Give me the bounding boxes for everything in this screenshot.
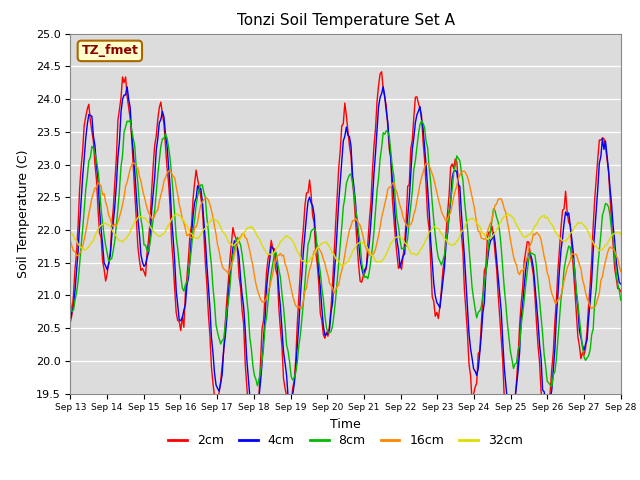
- Legend: 2cm, 4cm, 8cm, 16cm, 32cm: 2cm, 4cm, 8cm, 16cm, 32cm: [163, 429, 528, 452]
- 8cm: [548, 384, 556, 389]
- Title: Tonzi Soil Temperature Set A: Tonzi Soil Temperature Set A: [237, 13, 454, 28]
- 8cm: [232, 239, 240, 244]
- X-axis label: Time: Time: [330, 418, 361, 431]
- 2cm: [617, 288, 625, 294]
- 32cm: [172, 211, 180, 216]
- Line: 4cm: 4cm: [70, 86, 621, 423]
- Y-axis label: Soil Temperature (C): Soil Temperature (C): [17, 149, 30, 278]
- 16cm: [136, 174, 143, 180]
- 4cm: [260, 336, 268, 341]
- 32cm: [589, 240, 597, 245]
- 4cm: [589, 248, 597, 254]
- 8cm: [67, 299, 74, 305]
- Line: 16cm: 16cm: [70, 163, 621, 309]
- 16cm: [617, 269, 625, 275]
- Line: 2cm: 2cm: [70, 72, 621, 435]
- Text: TZ_fmet: TZ_fmet: [81, 44, 138, 58]
- 8cm: [136, 202, 143, 208]
- 32cm: [308, 254, 316, 260]
- 16cm: [589, 304, 597, 310]
- 2cm: [67, 319, 74, 325]
- 4cm: [380, 84, 387, 89]
- 8cm: [308, 227, 316, 232]
- 8cm: [126, 117, 134, 123]
- 8cm: [260, 344, 268, 350]
- 32cm: [617, 231, 625, 237]
- 4cm: [308, 203, 316, 209]
- 16cm: [310, 248, 318, 253]
- 32cm: [338, 263, 346, 269]
- 16cm: [67, 238, 74, 244]
- 32cm: [232, 240, 240, 246]
- 2cm: [249, 429, 257, 435]
- 2cm: [258, 326, 266, 332]
- 2cm: [307, 192, 315, 197]
- 16cm: [250, 273, 258, 278]
- 4cm: [249, 413, 257, 419]
- 2cm: [589, 223, 597, 228]
- 2cm: [134, 244, 141, 250]
- 2cm: [230, 232, 238, 238]
- 2cm: [378, 69, 385, 75]
- 4cm: [134, 215, 141, 221]
- 4cm: [67, 316, 74, 322]
- Line: 32cm: 32cm: [70, 214, 621, 266]
- 8cm: [589, 326, 597, 332]
- 32cm: [260, 245, 268, 251]
- 8cm: [250, 372, 258, 378]
- 16cm: [232, 245, 240, 251]
- 2cm: [504, 432, 511, 438]
- 4cm: [230, 238, 238, 244]
- 4cm: [617, 281, 625, 287]
- 4cm: [250, 420, 258, 426]
- 16cm: [129, 160, 137, 166]
- 32cm: [134, 215, 141, 220]
- 32cm: [67, 229, 74, 235]
- 8cm: [617, 298, 625, 303]
- 16cm: [260, 300, 268, 305]
- 32cm: [250, 228, 258, 233]
- Line: 8cm: 8cm: [70, 120, 621, 386]
- 16cm: [296, 306, 304, 312]
